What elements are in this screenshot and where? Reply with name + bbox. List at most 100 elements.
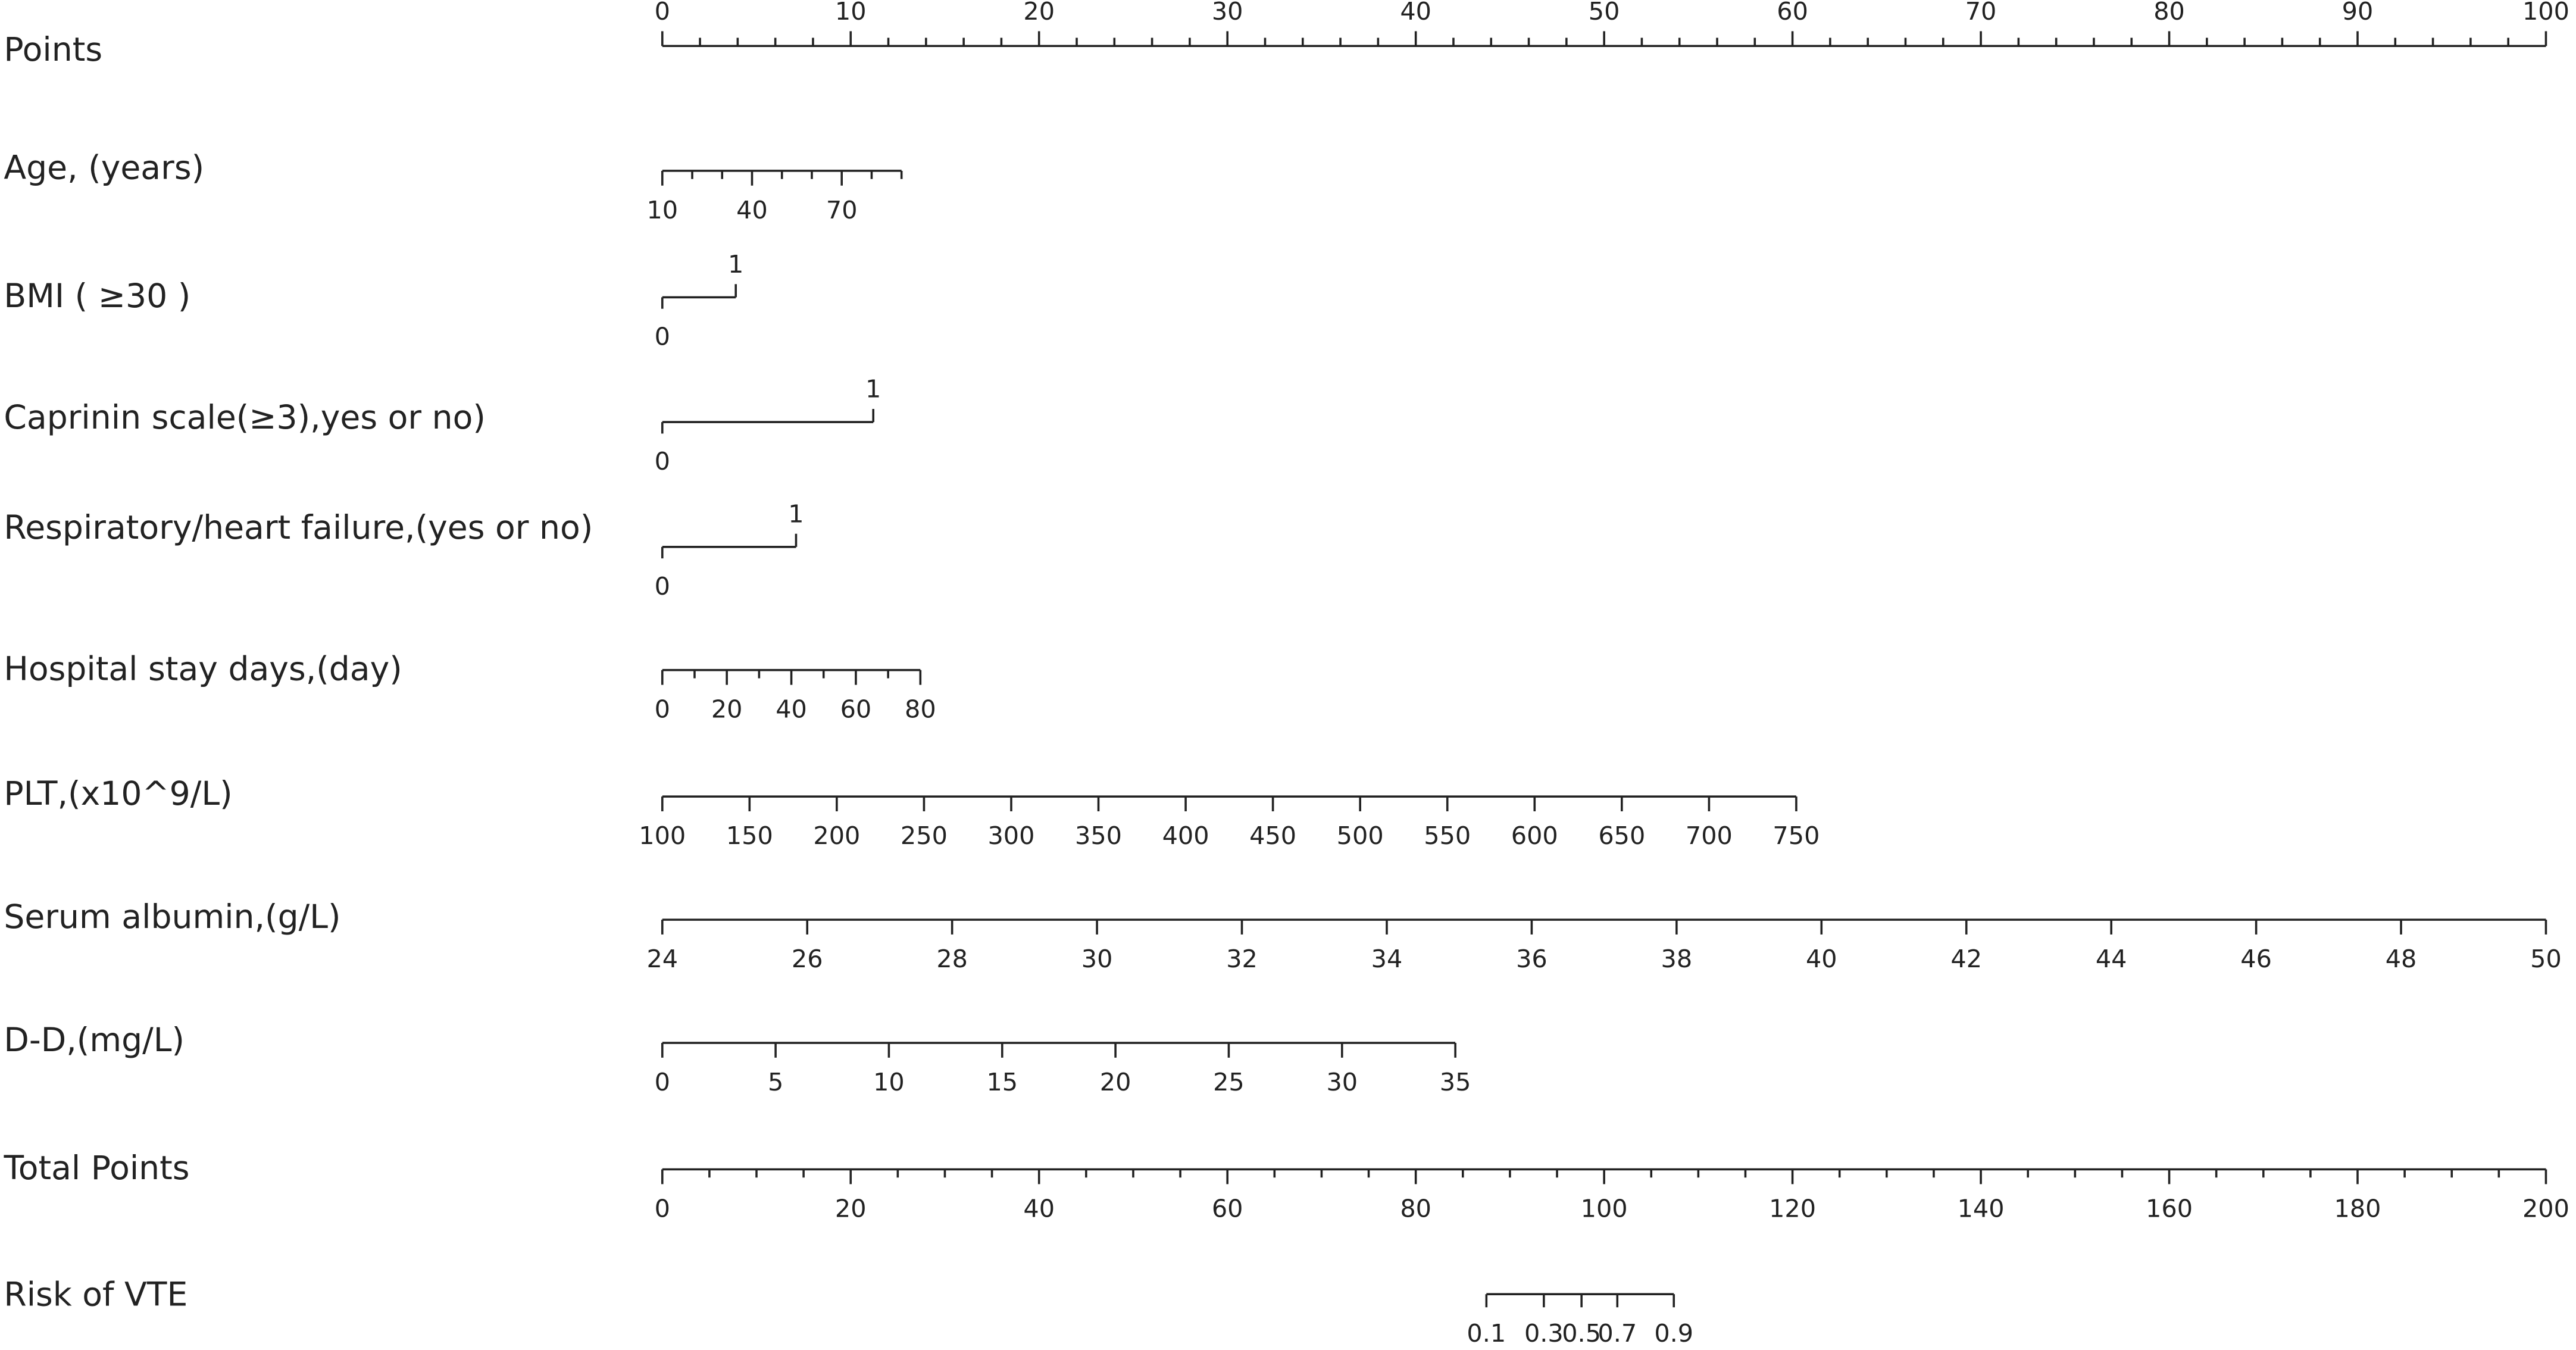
tick-label: 60: [1777, 0, 1808, 26]
tick-label: 40: [1806, 945, 1837, 973]
row-label-box: Hospital stay days,(day): [4, 648, 402, 689]
tick-label: 10: [835, 0, 867, 26]
tick-label: 40: [1400, 0, 1431, 26]
tick-label: 48: [2386, 945, 2417, 973]
tick-label: 15: [986, 1068, 1018, 1096]
row-label: Serum albumin,(g/L): [4, 896, 341, 936]
tick-label: 150: [726, 821, 773, 850]
tick-label: 28: [936, 945, 968, 973]
row-label-box: Age, (years): [4, 148, 205, 188]
row-label-box: Total Points: [4, 1148, 190, 1188]
tick-label: 350: [1075, 821, 1122, 850]
tick-label: 20: [835, 1194, 867, 1223]
row-label-box: Respiratory/heart failure,(yes or no): [4, 507, 593, 547]
tick-label: 100: [1581, 1194, 1628, 1223]
tick-label: 10: [873, 1068, 905, 1096]
tick-label: 0: [655, 447, 670, 476]
tick-label: 100: [2522, 0, 2569, 26]
row-label: Points: [4, 29, 103, 69]
row-label-box: D-D,(mg/L): [4, 1020, 185, 1060]
tick-label: 42: [1950, 945, 1982, 973]
row-label-box: Points: [4, 29, 103, 69]
tick-label: 70: [1965, 0, 1997, 26]
tick-label: 200: [2522, 1194, 2569, 1223]
tick-label: 50: [1589, 0, 1620, 26]
row-label-box: Serum albumin,(g/L): [4, 896, 341, 936]
tick-label: 20: [1023, 0, 1055, 26]
row-label: Total Points: [4, 1148, 190, 1188]
tick-label: 400: [1162, 821, 1209, 850]
tick-label: 40: [776, 695, 807, 724]
tick-label: 5: [768, 1068, 783, 1096]
tick-label: 0.5: [1562, 1319, 1601, 1348]
row-label: PLT,(x10^9/L): [4, 773, 233, 813]
tick-label: 36: [1516, 945, 1548, 973]
tick-label: 32: [1226, 945, 1258, 973]
tick-label: 0: [655, 1068, 670, 1096]
tick-label: 0.3: [1524, 1319, 1564, 1348]
tick-label: 750: [1772, 821, 1820, 850]
tick-label: 0.9: [1654, 1319, 1693, 1348]
row-label: D-D,(mg/L): [4, 1020, 185, 1060]
tick-label: 450: [1249, 821, 1296, 850]
tick-label: 600: [1511, 821, 1558, 850]
tick-label: 550: [1424, 821, 1471, 850]
tick-label: 38: [1661, 945, 1693, 973]
tick-label: 20: [1100, 1068, 1131, 1096]
tick-label: 80: [905, 695, 936, 724]
row-label-box: Caprinin scale(≥3),yes or no): [4, 397, 486, 437]
row-label-box: PLT,(x10^9/L): [4, 773, 233, 813]
tick-label: 20: [711, 695, 743, 724]
tick-label: 250: [901, 821, 948, 850]
tick-label: 40: [736, 196, 768, 224]
tick-label: 80: [2153, 0, 2185, 26]
row-label: Respiratory/heart failure,(yes or no): [4, 507, 593, 547]
tick-label: 650: [1598, 821, 1645, 850]
tick-label: 200: [813, 821, 860, 850]
tick-label: 0.1: [1467, 1319, 1506, 1348]
tick-label: 46: [2240, 945, 2272, 973]
row-label: Caprinin scale(≥3),yes or no): [4, 397, 486, 437]
row-label: Risk of VTE: [4, 1274, 188, 1314]
tick-label: 24: [646, 945, 678, 973]
tick-label: 10: [646, 196, 678, 224]
tick-label: 30: [1326, 1068, 1358, 1096]
row-label: Hospital stay days,(day): [4, 648, 402, 689]
row-label-box: BMI ( ≥30 ): [4, 276, 191, 315]
tick-label: 40: [1023, 1194, 1055, 1223]
tick-label: 70: [826, 196, 858, 224]
tick-label: 90: [2342, 0, 2374, 26]
tick-label: 80: [1400, 1194, 1431, 1223]
tick-label: 120: [1769, 1194, 1816, 1223]
tick-label: 1: [788, 499, 804, 528]
tick-label: 30: [1212, 0, 1243, 26]
tick-label: 0: [655, 0, 670, 26]
tick-label: 60: [840, 695, 872, 724]
tick-label: 35: [1440, 1068, 1471, 1096]
tick-label: 140: [1958, 1194, 2005, 1223]
tick-label: 26: [792, 945, 823, 973]
row-label: Age, (years): [4, 148, 205, 188]
tick-label: 700: [1686, 821, 1733, 850]
tick-label: 44: [2096, 945, 2127, 973]
tick-label: 25: [1213, 1068, 1245, 1096]
row-label-box: Risk of VTE: [4, 1274, 188, 1314]
tick-label: 0: [655, 572, 670, 601]
tick-label: 50: [2530, 945, 2562, 973]
row-label: BMI ( ≥30 ): [4, 276, 191, 315]
tick-label: 0.7: [1598, 1319, 1637, 1348]
tick-label: 500: [1337, 821, 1384, 850]
tick-label: 1: [865, 375, 881, 404]
tick-label: 0: [655, 1194, 670, 1223]
tick-label: 1: [728, 250, 743, 279]
tick-label: 34: [1371, 945, 1403, 973]
tick-label: 300: [987, 821, 1034, 850]
tick-label: 0: [655, 695, 670, 724]
tick-label: 30: [1081, 945, 1113, 973]
tick-label: 160: [2146, 1194, 2193, 1223]
tick-label: 180: [2334, 1194, 2381, 1223]
tick-label: 100: [639, 821, 686, 850]
tick-label: 0: [655, 322, 670, 351]
tick-label: 60: [1212, 1194, 1243, 1223]
